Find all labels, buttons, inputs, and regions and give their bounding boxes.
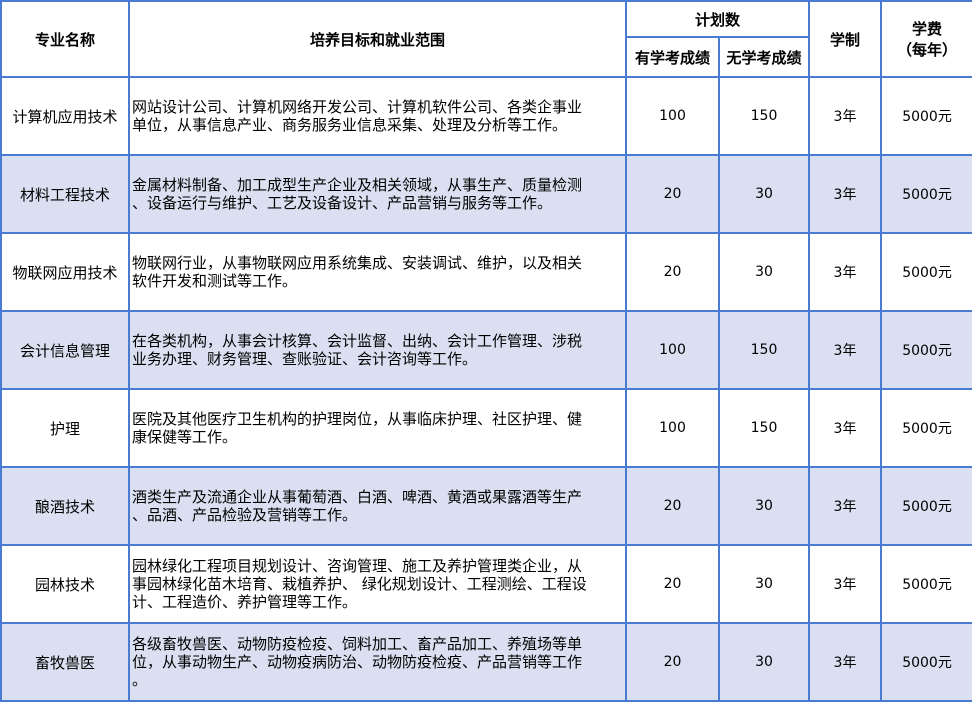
description-line: 物联网行业，从事物联网应用系统集成、安装调试、维护，以及相关 bbox=[132, 254, 583, 272]
plan-with-score: 20 bbox=[625, 544, 720, 624]
description-line: 。 bbox=[132, 671, 148, 689]
header-without-score: 无学考成绩 bbox=[717, 36, 811, 78]
plan-with-score: 100 bbox=[625, 310, 720, 390]
major-name: 畜牧兽医 bbox=[0, 622, 130, 702]
major-description: 在各类机构，从事会计核算、会计监督、出纳、会计工作管理、涉税 业务办理、财务管理、… bbox=[128, 310, 627, 390]
description-line: 软件开发和测试等工作。 bbox=[132, 272, 298, 290]
duration: 3年 bbox=[808, 154, 883, 234]
majors-table: 专业名称 培养目标和就业范围 计划数 学制 学费 （每年） 有学考成绩 无学考成绩… bbox=[0, 0, 972, 702]
plan-without-score: 30 bbox=[717, 544, 811, 624]
major-description: 网站设计公司、计算机网络开发公司、计算机软件公司、各类企事业 单位，从事信息产业、… bbox=[128, 76, 627, 156]
description-line: 医院及其他医疗卫生机构的护理岗位，从事临床护理、社区护理、健 bbox=[132, 410, 583, 428]
table-row: 会计信息管理 在各类机构，从事会计核算、会计监督、出纳、会计工作管理、涉税 业务办理… bbox=[0, 310, 972, 390]
major-name: 计算机应用技术 bbox=[0, 76, 130, 156]
plan-without-score: 150 bbox=[717, 388, 811, 468]
plan-without-score: 30 bbox=[717, 622, 811, 702]
header-fee: 学费 （每年） bbox=[880, 0, 972, 78]
table-row: 材料工程技术 金属材料制备、加工成型生产企业及相关领域，从事生产、质量检测 、设备运… bbox=[0, 154, 972, 234]
description-line: 在各类机构，从事会计核算、会计监督、出纳、会计工作管理、涉税 bbox=[132, 332, 583, 350]
duration: 3年 bbox=[808, 622, 883, 702]
description-line: 、品酒、产品检验及营销等工作。 bbox=[132, 506, 358, 524]
duration: 3年 bbox=[808, 76, 883, 156]
fee: 5000元 bbox=[880, 388, 972, 468]
fee: 5000元 bbox=[880, 76, 972, 156]
major-name: 材料工程技术 bbox=[0, 154, 130, 234]
description-line: 网站设计公司、计算机网络开发公司、计算机软件公司、各类企事业 bbox=[132, 98, 583, 116]
fee: 5000元 bbox=[880, 232, 972, 312]
table-row: 物联网应用技术 物联网行业，从事物联网应用系统集成、安装调试、维护，以及相关 软件开… bbox=[0, 232, 972, 312]
plan-with-score: 100 bbox=[625, 388, 720, 468]
fee: 5000元 bbox=[880, 466, 972, 546]
duration: 3年 bbox=[808, 232, 883, 312]
description-line: 酒类生产及流通企业从事葡萄酒、白酒、啤酒、黄酒或果露酒等生产 bbox=[132, 488, 583, 506]
duration: 3年 bbox=[808, 388, 883, 468]
major-name: 会计信息管理 bbox=[0, 310, 130, 390]
description-line: 康保健等工作。 bbox=[132, 428, 238, 446]
major-description: 金属材料制备、加工成型生产企业及相关领域，从事生产、质量检测 、设备运行与维护、工… bbox=[128, 154, 627, 234]
description-line: 事园林绿化苗木培育、栽植养护、 绿化规划设计、工程测绘、工程设 bbox=[132, 575, 587, 593]
description-line: 园林绿化工程项目规划设计、咨询管理、施工及养护管理类企业，从 bbox=[132, 557, 583, 575]
description-line: 、设备运行与维护、工艺及设备设计、产品营销与服务等工作。 bbox=[132, 194, 553, 212]
description-line: 业务办理、财务管理、查账验证、会计咨询等工作。 bbox=[132, 350, 478, 368]
major-description: 各级畜牧兽医、动物防疫检疫、饲料加工、畜产品加工、养殖场等单 位，从事动物生产、动… bbox=[128, 622, 627, 702]
description-line: 位，从事动物生产、动物疫病防治、动物防疫检疫、产品营销等工作 bbox=[132, 653, 583, 671]
plan-with-score: 20 bbox=[625, 622, 720, 702]
major-description: 园林绿化工程项目规划设计、咨询管理、施工及养护管理类企业，从 事园林绿化苗木培育、… bbox=[128, 544, 627, 624]
duration: 3年 bbox=[808, 544, 883, 624]
table-row: 园林技术 园林绿化工程项目规划设计、咨询管理、施工及养护管理类企业，从 事园林绿化苗… bbox=[0, 544, 972, 624]
plan-without-score: 150 bbox=[717, 76, 811, 156]
plan-without-score: 30 bbox=[717, 154, 811, 234]
fee: 5000元 bbox=[880, 622, 972, 702]
plan-without-score: 30 bbox=[717, 232, 811, 312]
header-with-score: 有学考成绩 bbox=[625, 36, 720, 78]
fee: 5000元 bbox=[880, 544, 972, 624]
duration: 3年 bbox=[808, 310, 883, 390]
plan-with-score: 20 bbox=[625, 466, 720, 546]
major-name: 酿酒技术 bbox=[0, 466, 130, 546]
header-fee-line2: （每年） bbox=[897, 41, 958, 59]
header-goals: 培养目标和就业范围 bbox=[128, 0, 627, 78]
table-row: 酿酒技术 酒类生产及流通企业从事葡萄酒、白酒、啤酒、黄酒或果露酒等生产 、品酒、产品… bbox=[0, 466, 972, 546]
fee: 5000元 bbox=[880, 310, 972, 390]
plan-without-score: 30 bbox=[717, 466, 811, 546]
major-name: 园林技术 bbox=[0, 544, 130, 624]
major-name: 护理 bbox=[0, 388, 130, 468]
table-row: 畜牧兽医 各级畜牧兽医、动物防疫检疫、饲料加工、畜产品加工、养殖场等单 位，从事动物… bbox=[0, 622, 972, 702]
major-description: 物联网行业，从事物联网应用系统集成、安装调试、维护，以及相关 软件开发和测试等工作… bbox=[128, 232, 627, 312]
description-line: 各级畜牧兽医、动物防疫检疫、饲料加工、畜产品加工、养殖场等单 bbox=[132, 635, 583, 653]
header-fee-line1: 学费 bbox=[912, 20, 943, 38]
description-line: 单位，从事信息产业、商务服务业信息采集、处理及分析等工作。 bbox=[132, 116, 568, 134]
plan-with-score: 20 bbox=[625, 154, 720, 234]
duration: 3年 bbox=[808, 466, 883, 546]
table-row: 计算机应用技术 网站设计公司、计算机网络开发公司、计算机软件公司、各类企事业 单位，… bbox=[0, 76, 972, 156]
header-duration: 学制 bbox=[808, 0, 883, 78]
description-line: 计、工程造价、养护管理等工作。 bbox=[132, 593, 358, 611]
header-plan: 计划数 bbox=[624, 0, 811, 38]
plan-with-score: 20 bbox=[625, 232, 720, 312]
header-major: 专业名称 bbox=[0, 0, 130, 78]
fee: 5000元 bbox=[880, 154, 972, 234]
major-name: 物联网应用技术 bbox=[0, 232, 130, 312]
major-description: 酒类生产及流通企业从事葡萄酒、白酒、啤酒、黄酒或果露酒等生产 、品酒、产品检验及营… bbox=[128, 466, 627, 546]
description-line: 金属材料制备、加工成型生产企业及相关领域，从事生产、质量检测 bbox=[132, 176, 583, 194]
major-description: 医院及其他医疗卫生机构的护理岗位，从事临床护理、社区护理、健 康保健等工作。 bbox=[128, 388, 627, 468]
plan-with-score: 100 bbox=[625, 76, 720, 156]
plan-without-score: 150 bbox=[717, 310, 811, 390]
table-row: 护理 医院及其他医疗卫生机构的护理岗位，从事临床护理、社区护理、健 康保健等工作。 1… bbox=[0, 388, 972, 468]
